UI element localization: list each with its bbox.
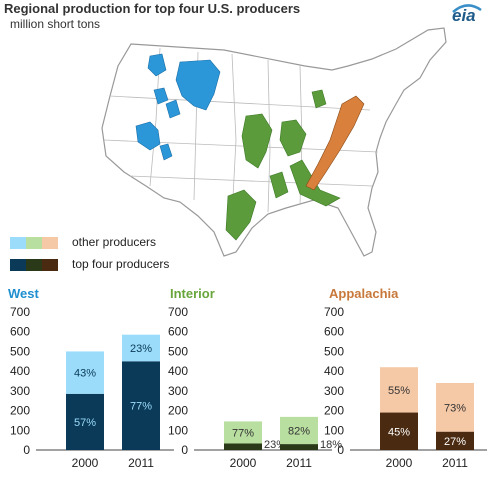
interior-chart-title: Interior	[170, 286, 215, 301]
legend-other-label: other producers	[72, 235, 157, 249]
eia-logo: eia	[452, 6, 476, 25]
appalachia-label-top-2011: 27%	[444, 436, 466, 448]
west-ytick-label: 200	[10, 404, 30, 418]
appalachia-ytick-label: 200	[324, 404, 344, 418]
appalachia-bar-top-2000	[380, 412, 418, 450]
legend-other-swatch-appalachia	[42, 237, 58, 249]
interior-ytick-label: 300	[168, 384, 188, 398]
regional-bar-charts: West010020030040050060070043%57%200023%7…	[8, 286, 487, 470]
legend-other-swatch-interior	[26, 237, 42, 249]
west-label-top-2000: 57%	[74, 417, 96, 429]
interior-ytick-label: 200	[168, 404, 188, 418]
legend-top-swatch-interior	[26, 259, 42, 271]
appalachia-ytick-label: 100	[324, 423, 344, 437]
west-label-top-2011: 77%	[130, 401, 152, 413]
west-bar-top-2011	[122, 361, 160, 450]
interior-ytick-label: 400	[168, 364, 188, 378]
west-label-other-2011: 23%	[130, 343, 152, 355]
appalachia-ytick-label: 700	[324, 305, 344, 319]
appalachia-ytick-label: 0	[337, 443, 344, 457]
appalachia-ytick-label: 400	[324, 364, 344, 378]
appalachia-region	[305, 95, 365, 191]
interior-ytick-label: 600	[168, 325, 188, 339]
west-ytick-label: 0	[23, 443, 30, 457]
interior-label-other-2000: 77%	[232, 427, 254, 439]
page-subtitle: million short tons	[10, 17, 101, 31]
interior-label-top-2011: 18%	[320, 439, 342, 451]
west-bar-other-2000	[66, 351, 104, 394]
eia-logo-arc-icon	[452, 4, 482, 13]
us-coal-region-map	[101, 27, 447, 257]
legend-top-label: top four producers	[72, 257, 170, 271]
west-category-label-2000: 2000	[72, 456, 99, 470]
appalachia-label-other-2011: 73%	[444, 402, 466, 414]
appalachia-label-other-2000: 55%	[388, 385, 410, 397]
appalachia-ytick-label: 300	[324, 384, 344, 398]
appalachia-category-label-2000: 2000	[386, 456, 413, 470]
west-region	[135, 53, 221, 161]
appalachia-ytick-label: 500	[324, 344, 344, 358]
interior-ytick-label: 700	[168, 305, 188, 319]
page-title: Regional production for top four U.S. pr…	[4, 1, 301, 16]
west-bar-other-2011	[122, 334, 160, 362]
west-ytick-label: 300	[10, 384, 30, 398]
west-ytick-label: 600	[10, 325, 30, 339]
interior-ytick-label: 0	[181, 443, 188, 457]
west-bar-top-2000	[66, 393, 104, 450]
appalachia-ytick-label: 600	[324, 325, 344, 339]
legend-top-swatch-appalachia	[42, 259, 58, 271]
interior-bar-top-2000	[224, 443, 262, 450]
interior-ytick-label: 100	[168, 423, 188, 437]
appalachia-chart-title: Appalachia	[329, 286, 399, 301]
interior-label-other-2011: 82%	[288, 425, 310, 437]
west-chart-title: West	[8, 286, 39, 301]
interior-category-label-2000: 2000	[230, 456, 257, 470]
interior-bar-other-2000	[224, 421, 262, 444]
west-category-label-2011: 2011	[128, 456, 154, 470]
appalachia-bar-top-2011	[436, 431, 474, 450]
interior-ytick-label: 500	[168, 344, 188, 358]
appalachia-category-label-2011: 2011	[442, 456, 468, 470]
legend-top-swatch-west	[10, 259, 26, 271]
west-ytick-label: 100	[10, 423, 30, 437]
interior-bar-other-2011	[280, 416, 318, 445]
west-label-other-2000: 43%	[74, 368, 96, 380]
appalachia-bar-other-2000	[380, 367, 418, 413]
appalachia-label-top-2000: 45%	[388, 426, 410, 438]
west-ytick-label: 400	[10, 364, 30, 378]
legend-other-swatch-west	[10, 237, 26, 249]
west-ytick-label: 700	[10, 305, 30, 319]
interior-bar-top-2011	[280, 444, 318, 450]
interior-category-label-2011: 2011	[286, 456, 312, 470]
west-ytick-label: 500	[10, 344, 30, 358]
appalachia-bar-other-2011	[436, 382, 474, 432]
